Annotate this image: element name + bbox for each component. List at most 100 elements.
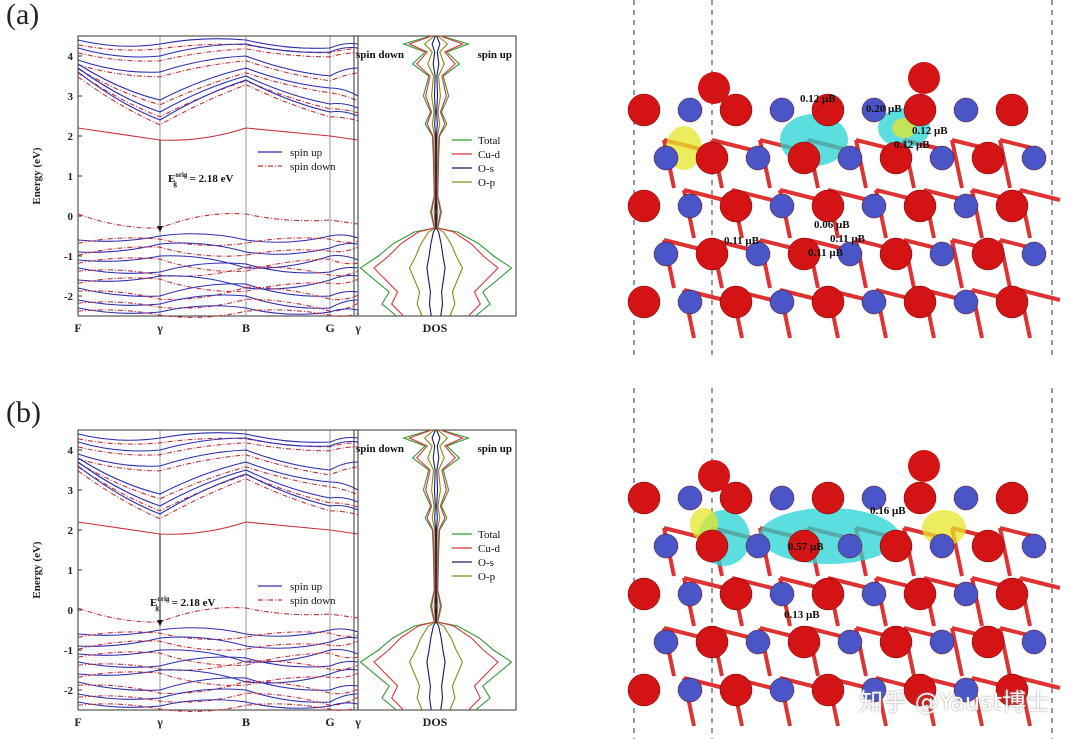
bond (950, 627, 964, 677)
oxygen-atom (903, 673, 937, 707)
dos-legend-label: Cu-d (478, 149, 501, 161)
oxygen-atom (627, 481, 661, 515)
copper-atom (837, 241, 863, 267)
copper-atom (769, 193, 795, 219)
dos-legend-label: O-p (478, 571, 496, 583)
dos-cu-d-curve (373, 429, 436, 711)
oxygen-atom (971, 237, 1005, 271)
copper-atom (837, 533, 863, 559)
oxygen-atom (719, 481, 753, 515)
plot-frame (77, 429, 359, 711)
oxygen-atom (811, 189, 845, 223)
dos-cu-d-curve (373, 35, 436, 317)
spin-down-band (77, 437, 359, 448)
y-tick-label: -2 (64, 685, 74, 697)
spin-down-band (77, 237, 359, 246)
spin-down-band (77, 127, 359, 141)
dos-legend-label: Total (478, 529, 500, 541)
spin-down-band (77, 462, 359, 500)
oxygen-atom (695, 141, 729, 175)
oxygen-atom (811, 577, 845, 611)
oxygen-atom (971, 625, 1005, 659)
oxygen-atom (695, 237, 729, 271)
spin-down-band (77, 640, 359, 651)
oxygen-atom (995, 285, 1029, 319)
spin-up-band (77, 636, 359, 649)
spin-up-band (77, 283, 359, 297)
oxygen-atom (719, 673, 753, 707)
legend-spin-up: spin up (290, 147, 323, 159)
oxygen-atom (627, 673, 661, 707)
oxygen-atom (695, 529, 729, 563)
spin-down-band (77, 72, 359, 118)
oxygen-atom (811, 481, 845, 515)
dos-o-p-curve (436, 35, 464, 317)
copper-atom (953, 677, 979, 703)
copper-atom (1021, 629, 1047, 655)
copper-atom (769, 485, 795, 511)
spin-down-band (77, 48, 359, 62)
spin-down-band (77, 651, 359, 666)
copper-atom (745, 241, 771, 267)
spin-up-band (77, 699, 359, 709)
y-tick-label: 3 (68, 485, 74, 497)
spin-up-band (77, 437, 359, 452)
oxygen-atom (719, 189, 753, 223)
oxygen-atom (787, 237, 821, 271)
oxygen-atom (879, 529, 913, 563)
oxygen-atom (695, 625, 729, 659)
spin-down-band (77, 631, 359, 640)
structure-figure-b: 0.16 μB 0.57 μB 0.13 μB (627, 388, 1061, 739)
spin-down-band (77, 454, 359, 476)
spin-down-band (77, 607, 359, 623)
copper-atom (861, 485, 887, 511)
spin-up-band (77, 55, 359, 77)
k-point-label: B (242, 715, 250, 729)
copper-atom (769, 581, 795, 607)
k-point-label: γ (156, 321, 163, 335)
legend-spin-down: spin down (290, 595, 336, 607)
magnetic-moment-label: 0.20 μB (866, 103, 902, 115)
spin-up-band (77, 38, 359, 49)
copper-atom (769, 97, 795, 123)
spin-down-band (77, 671, 359, 686)
y-tick-label: 2 (68, 131, 74, 143)
bond (779, 576, 821, 590)
copper-atom (837, 145, 863, 171)
spin-up-band (77, 449, 359, 471)
dos-o-s-curve (435, 429, 446, 711)
k-point-label: B (242, 321, 250, 335)
copper-atom (953, 485, 979, 511)
dos-total-curve (437, 429, 513, 711)
magnetic-moment-label: 0.16 μB (870, 505, 906, 517)
oxygen-atom (995, 189, 1029, 223)
copper-atom (861, 289, 887, 315)
copper-atom (677, 677, 703, 703)
spin-down-band (77, 466, 359, 512)
copper-atom (653, 241, 679, 267)
spin-up-band (77, 233, 359, 243)
magnetic-moment-label: 0.12 μB (800, 93, 836, 105)
dos-x-label: DOS (423, 321, 448, 335)
magnetic-moment-label: 0.11 μB (724, 235, 760, 247)
dos-total-curve (437, 35, 513, 317)
oxygen-atom (971, 529, 1005, 563)
copper-atom (745, 145, 771, 171)
spin-up-band (77, 677, 359, 691)
gap-annotation: Eorig g = 2.18 eV (168, 171, 234, 188)
k-point-label: G (325, 715, 334, 729)
spin-down-band (77, 703, 359, 712)
copper-atom (677, 485, 703, 511)
y-tick-label: 3 (68, 91, 74, 103)
bond (1019, 188, 1061, 202)
copper-atom (953, 289, 979, 315)
oxygen-atom (787, 141, 821, 175)
bond (998, 139, 1012, 189)
oxygen-atom (719, 285, 753, 319)
spin-density-lobe (922, 510, 966, 546)
spin-down-label: spin down (356, 443, 404, 455)
spin-down-band (77, 680, 359, 695)
k-point-label: F (74, 321, 81, 335)
dos-plot-a: DOS spin down spin up Total Cu-d O-s O-p (353, 35, 517, 335)
spin-up-band (77, 461, 359, 507)
